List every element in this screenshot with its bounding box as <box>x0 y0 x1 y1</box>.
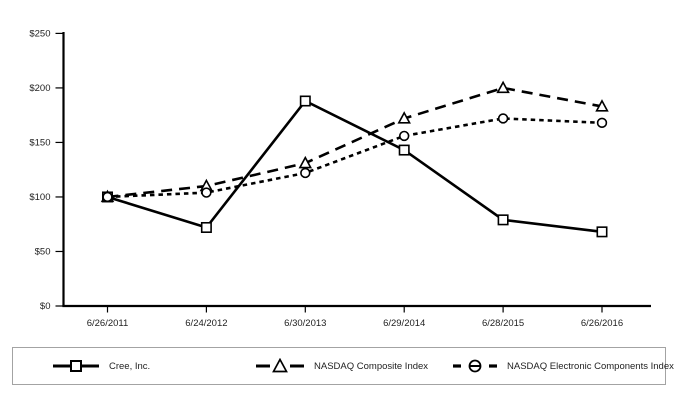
square-marker <box>398 144 410 156</box>
square-marker <box>497 214 509 226</box>
y-tick-label: $50 <box>35 247 51 258</box>
square-marker <box>596 226 608 238</box>
series-line <box>107 86 603 199</box>
x-tick-label: 6/28/2015 <box>482 318 524 329</box>
x-tick-label: 6/24/2012 <box>185 318 227 329</box>
x-tick-label: 6/29/2014 <box>383 318 425 329</box>
circle-marker <box>497 113 509 124</box>
legend-item-nasdaq-electronic: NASDAQ Electronic Components Index <box>453 348 674 384</box>
dashed-line-triangle-marker-icon <box>256 358 304 373</box>
series-line <box>107 99 603 234</box>
legend-label-nasdaq-electronic: NASDAQ Electronic Components Index <box>507 360 674 372</box>
y-tick-label: $150 <box>29 138 50 149</box>
triangle-marker <box>595 99 609 112</box>
square-marker <box>299 95 311 107</box>
y-tick-label: $100 <box>29 192 50 203</box>
chart-legend: Cree, Inc. NASDAQ Composite Index NASDAQ… <box>12 347 674 385</box>
triangle-marker <box>397 111 411 124</box>
dotted-line-circle-marker-icon <box>453 359 497 373</box>
y-tick-label: $0 <box>40 301 51 312</box>
triangle-marker <box>298 155 313 169</box>
circle-marker <box>201 187 212 198</box>
triangle-marker <box>496 80 510 94</box>
legend-item-cree: Cree, Inc. <box>53 348 150 384</box>
x-tick-label: 6/26/2011 <box>87 318 129 329</box>
x-tick-label: 6/26/2016 <box>581 318 623 329</box>
chart-plot-area: $0 $50 $100 $150 $200 $250 6/26/2011 6/24/2012 6… <box>29 29 651 329</box>
circle-marker <box>596 117 608 129</box>
square-marker <box>200 221 212 233</box>
legend-label-cree: Cree, Inc. <box>109 360 151 372</box>
series-line <box>107 117 603 199</box>
circle-marker <box>102 191 113 203</box>
solid-line-square-marker-icon <box>53 360 99 372</box>
legend-item-nasdaq-composite: NASDAQ Composite Index <box>256 348 428 384</box>
x-tick-label: 6/30/2013 <box>284 318 326 329</box>
circle-marker <box>399 130 410 142</box>
y-tick-label: $250 <box>29 29 50 40</box>
circle-marker <box>300 167 311 179</box>
y-tick-label: $200 <box>29 83 50 94</box>
legend-label-nasdaq-composite: NASDAQ Composite Index <box>314 360 429 372</box>
